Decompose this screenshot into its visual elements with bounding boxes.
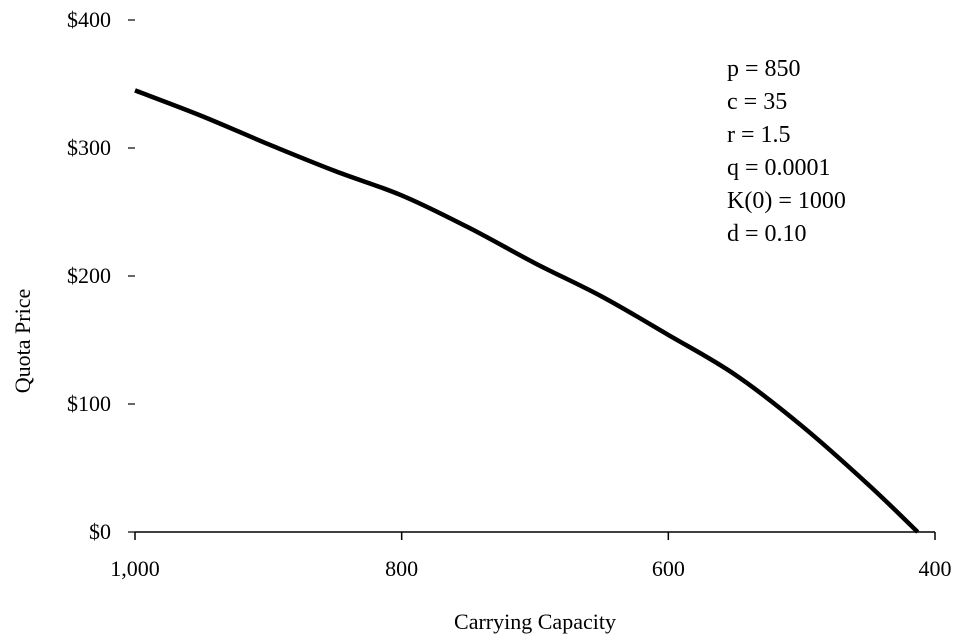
axis-ticks: $0 $100 $200 $300 $400 1,000 800 600 400: [67, 7, 952, 581]
y-tick-label: $200: [67, 263, 111, 288]
parameter-annotation: d = 0.10: [727, 221, 807, 247]
parameter-annotations: p = 850 c = 35 r = 1.5 q = 0.0001 K(0) = 100…: [727, 56, 846, 247]
series-line: [134, 88, 920, 534]
x-tick-label: 800: [385, 556, 418, 581]
parameter-annotation: p = 850: [727, 56, 801, 82]
series-layer: [134, 88, 920, 534]
y-tick-label: $100: [67, 391, 111, 416]
x-tick-label: 400: [919, 556, 952, 581]
x-tick-label: 600: [652, 556, 685, 581]
y-tick-label: $400: [67, 7, 111, 32]
y-tick-label: $300: [67, 135, 111, 160]
x-axis-title: Carrying Capacity: [454, 609, 616, 634]
parameter-annotation: K(0) = 1000: [727, 188, 846, 214]
parameter-annotation: c = 35: [727, 89, 787, 115]
parameter-annotation: q = 0.0001: [727, 155, 831, 181]
x-tick-label: 1,000: [110, 556, 160, 581]
y-tick-label: $0: [89, 519, 111, 544]
parameter-annotation: r = 1.5: [727, 122, 791, 148]
y-axis-title: Quota Price: [10, 289, 35, 393]
